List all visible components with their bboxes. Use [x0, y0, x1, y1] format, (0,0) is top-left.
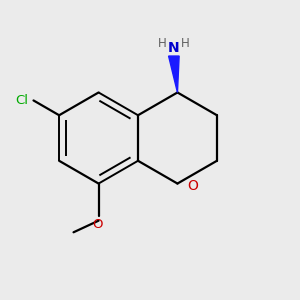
Polygon shape — [169, 56, 179, 92]
Text: O: O — [187, 179, 198, 193]
Text: N: N — [168, 41, 180, 55]
Text: H: H — [158, 37, 167, 50]
Text: Cl: Cl — [16, 94, 29, 107]
Text: H: H — [181, 37, 190, 50]
Text: O: O — [92, 218, 103, 230]
